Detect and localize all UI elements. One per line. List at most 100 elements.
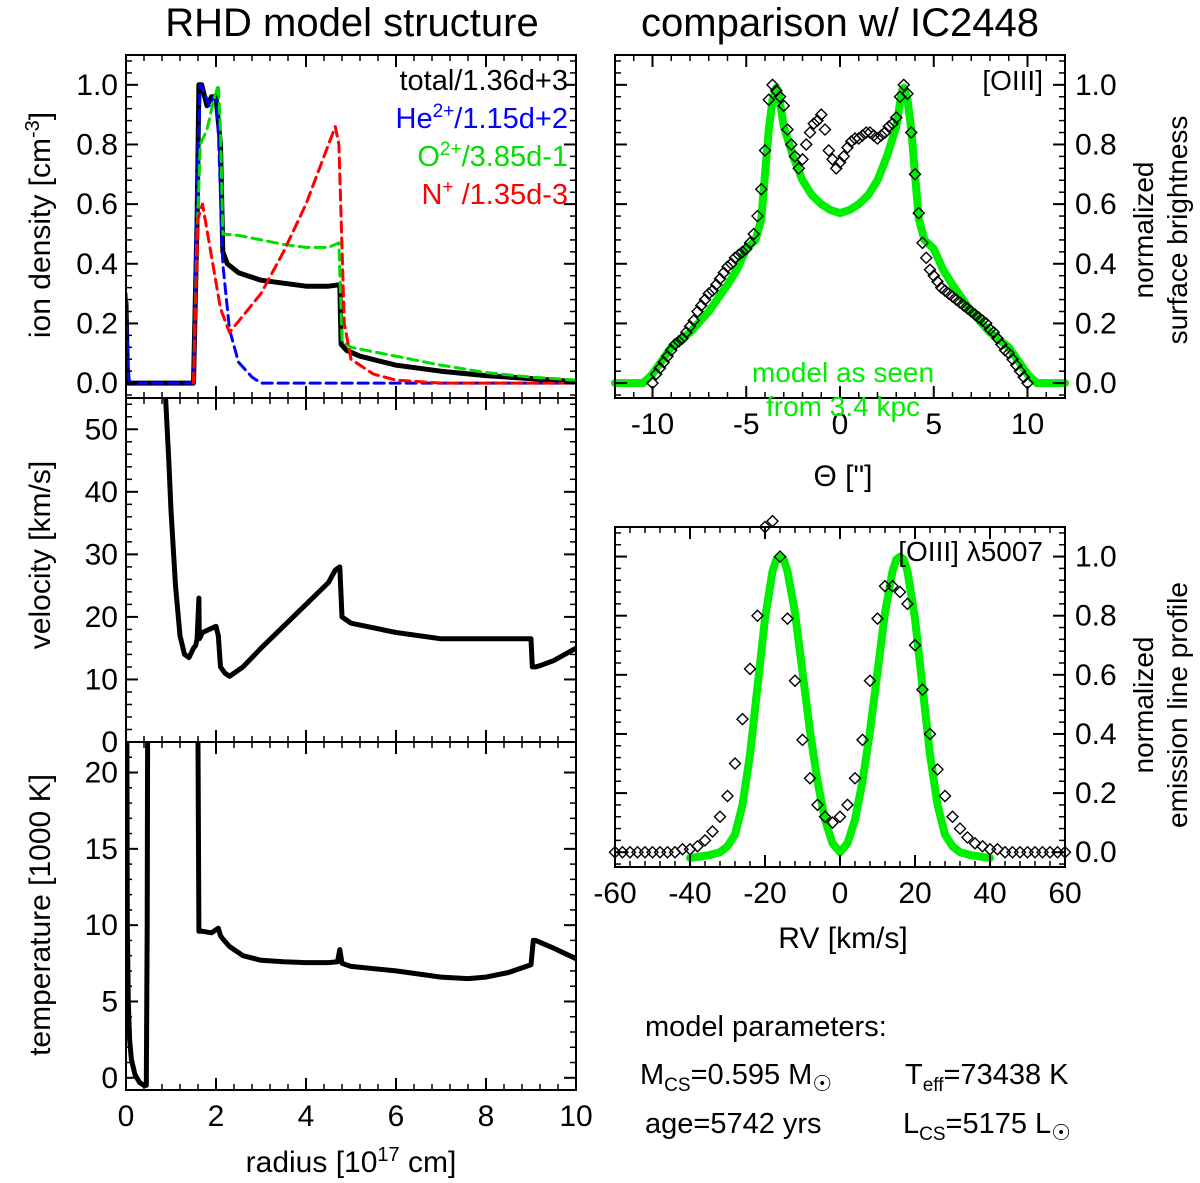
velocity-panel: 0 10 20 30 40 50 <box>85 397 577 759</box>
line-profile-xtick-label: 60 <box>1048 877 1081 910</box>
surface-brightness-observed-point <box>739 242 753 256</box>
surface-brightness-observed-point <box>743 236 757 250</box>
temperature-ytick-label: 5 <box>101 985 118 1018</box>
surface-brightness-observed-point <box>822 143 836 157</box>
surface-brightness-observed-point <box>916 236 929 250</box>
line-profile-observed-point <box>803 771 817 785</box>
surface-brightness-observed-point <box>803 126 817 140</box>
surface-brightness-observed-point <box>807 117 821 131</box>
model-annotation-line1: model as seen <box>752 357 934 388</box>
surface-brightness-observed-point <box>979 316 993 330</box>
legend-total: total/1.36d+3 <box>399 65 568 97</box>
line-profile-observed-point <box>886 579 899 593</box>
param-teff: Teff=73438 K <box>905 1059 1069 1096</box>
line-profile-observed-point <box>833 810 847 824</box>
line-profile-observed-point <box>773 550 787 564</box>
line-profile-ytick-label: 0.2 <box>1075 777 1117 810</box>
surface-brightness-xtick-label: 5 <box>925 408 942 441</box>
line-profile-observed-point <box>991 842 1004 856</box>
surface-brightness-observed-point <box>878 126 892 140</box>
surface-ylabel-line2: surface brightness <box>1162 116 1193 345</box>
surface-brightness-observed-point <box>706 284 719 298</box>
surface-brightness-observed-point <box>931 275 944 289</box>
surface-brightness-observed-point <box>826 152 839 166</box>
line-profile-observed-point <box>938 789 952 803</box>
right-title: comparison w/ IC2448 <box>641 1 1039 45</box>
surface-brightness-observed-point <box>852 132 866 146</box>
surface-brightness-observed-point <box>687 313 701 327</box>
surface-brightness-observed-point <box>657 355 671 369</box>
surface-brightness-observed-point <box>923 263 937 277</box>
surface-brightness-observed-point <box>927 269 941 283</box>
surface-brightness-xtick-label: -10 <box>631 408 674 441</box>
surface-brightness-observed-point <box>1006 352 1019 366</box>
surface-brightness-observed-point <box>1017 370 1031 384</box>
line-profile-ytick-label: 0.4 <box>1075 718 1117 751</box>
temperature-panel: 0 5 10 15 20 0 2 4 6 8 10 <box>85 741 593 1133</box>
surface-ylabel-line1: normalized <box>1128 162 1159 299</box>
temperature-frame <box>125 741 577 1091</box>
legend-o2plus: O2+/3.85d-1 <box>417 139 568 173</box>
surface-brightness-observed-point <box>781 123 794 137</box>
surface-brightness-ytick-label: 0.8 <box>1075 128 1117 161</box>
density-ytick-label: 0.2 <box>76 307 118 340</box>
surface-brightness-observed-point <box>758 143 772 157</box>
line-profile-observed-point <box>826 816 839 830</box>
surface-brightness-observed-point <box>882 120 896 134</box>
surface-brightness-observed-point <box>837 149 851 163</box>
surface-brightness-xtick-label: 10 <box>1011 408 1044 441</box>
surface-brightness-observed-point <box>691 305 704 318</box>
line-profile-observed-point <box>646 845 659 859</box>
line-profile-observed-point <box>631 845 644 859</box>
line-profile-observed-point <box>713 810 727 824</box>
surface-brightness-observed-point <box>871 132 884 146</box>
profile-ylabel-line2: emission line profile <box>1162 582 1193 828</box>
line-profile-observed-point <box>856 733 869 747</box>
surface-brightness-observed-point <box>664 343 678 357</box>
line-profile-xtick-label: -40 <box>668 877 711 910</box>
line-profile-observed-point <box>736 712 749 726</box>
surface-brightness-observed-point <box>679 325 693 339</box>
line-profile-observed-point <box>1028 845 1042 859</box>
line-profile-observed-point <box>916 683 929 697</box>
line-profile-ytick-label: 0.0 <box>1075 836 1117 869</box>
model-parameters: model parameters: MCS=0.595 M☉ Teff=7343… <box>640 1011 1071 1145</box>
surface-brightness-observed-point <box>724 257 738 271</box>
surface-brightness-observed-point <box>702 287 716 301</box>
line-profile-observed-point <box>698 833 712 847</box>
surface-brightness-observed-point <box>814 108 828 122</box>
line-profile-observed-point <box>721 789 734 803</box>
surface-brightness-observed-point <box>672 334 686 348</box>
velocity-frame <box>125 397 577 743</box>
left-title: RHD model structure <box>165 1 538 45</box>
line-profile-observed-point <box>931 762 944 776</box>
line-profile-observed-point <box>661 845 674 859</box>
surface-brightness-observed-point <box>766 78 779 92</box>
oiii-5007-label: [OIII] λ5007 <box>898 536 1043 567</box>
params-heading: model parameters: <box>645 1011 887 1043</box>
surface-brightness-observed-point <box>901 87 914 101</box>
velocity-ytick-label: 20 <box>85 601 118 634</box>
line-profile-observed-point <box>923 727 937 741</box>
temperature-series-temperatureshell <box>195 742 576 982</box>
velocity-ytick-label: 0 <box>101 726 118 759</box>
line-profile-observed-point <box>811 798 824 812</box>
surface-brightness-observed-point <box>717 266 731 280</box>
line-profile-observed-point <box>976 839 989 853</box>
line-profile-observed-point <box>871 612 884 626</box>
surface-brightness-observed-point <box>698 293 712 307</box>
surface-brightness-observed-point <box>818 123 832 137</box>
surface-brightness-xtick-label: -5 <box>733 408 760 441</box>
surface-brightness-observed-point <box>676 331 689 345</box>
surface-brightness-observed-point <box>721 260 734 274</box>
legend-nplus: N+ /1.35d-3 <box>421 177 568 211</box>
surface-brightness-ytick-label: 1.0 <box>1075 69 1117 102</box>
velocity-ytick-label: 50 <box>85 413 118 446</box>
line-profile-observed-point <box>743 662 757 676</box>
temperature-ytick-label: 0 <box>101 1062 118 1095</box>
temperature-xtick-label: 10 <box>559 1100 592 1133</box>
line-profile-xtick-label: -60 <box>593 877 636 910</box>
velocity-ytick-label: 30 <box>85 538 118 571</box>
surface-brightness-observed-point <box>661 349 674 363</box>
